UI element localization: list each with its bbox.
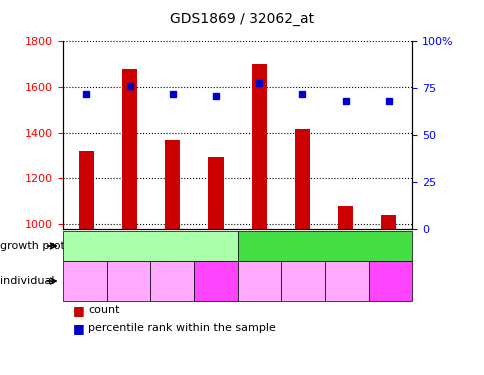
Text: growth protocol: growth protocol: [0, 241, 88, 251]
Text: donor
329: donor 329: [114, 270, 142, 292]
Text: donor
351: donor 351: [197, 270, 234, 292]
Text: donor
329: donor 329: [288, 270, 317, 292]
Text: count: count: [88, 305, 120, 315]
Bar: [251, 64, 266, 229]
Text: ■: ■: [73, 304, 84, 316]
Text: passage 1: passage 1: [118, 240, 182, 252]
Bar: [337, 206, 352, 229]
Text: ■: ■: [73, 322, 84, 334]
Bar: [165, 140, 180, 229]
Bar: [79, 151, 94, 229]
Text: GDS1869 / 32062_at: GDS1869 / 32062_at: [170, 12, 314, 26]
Bar: [294, 129, 309, 229]
Text: percentile rank within the sample: percentile rank within the sample: [88, 323, 275, 333]
Bar: [208, 157, 223, 229]
Text: passage 3: passage 3: [292, 240, 356, 252]
Text: individual: individual: [0, 276, 54, 286]
Text: donor
351: donor 351: [371, 270, 408, 292]
Text: donor
317: donor 317: [71, 270, 99, 292]
Text: donor
317: donor 317: [245, 270, 273, 292]
Text: donor
330: donor 330: [158, 270, 186, 292]
Text: donor
330: donor 330: [332, 270, 360, 292]
Bar: [122, 69, 137, 229]
Bar: [380, 215, 395, 229]
